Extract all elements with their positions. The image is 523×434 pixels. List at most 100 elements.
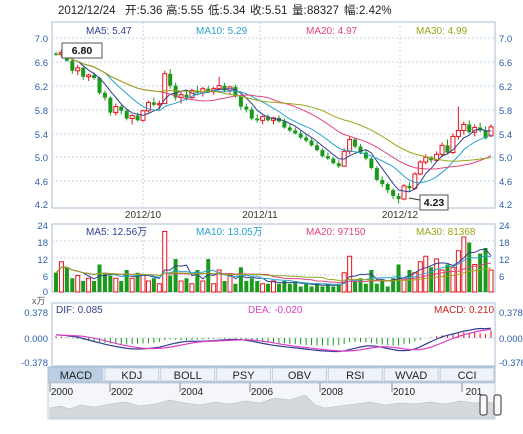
timeline-handle-left[interactable] (479, 394, 488, 416)
timeline-year-label: 2006 (251, 387, 274, 398)
macd-y-tick-right: 0.000 (499, 334, 523, 345)
candle-body (287, 127, 292, 131)
volume-bar (374, 283, 379, 292)
candle-body (244, 106, 249, 110)
volume-legend: MA5: 12.56万 MA10: 13.05万 MA20: 97150 MA3… (86, 227, 476, 238)
candle-body (119, 106, 124, 111)
candle-body (266, 116, 271, 121)
candle-body (282, 121, 287, 128)
tab-macd[interactable]: MACD (48, 367, 104, 382)
volume-y-tick-left: 6 (43, 272, 48, 283)
max-marker-value: 6.80 (72, 45, 93, 57)
volume-bar (162, 231, 168, 293)
tab-label: OBV (288, 370, 312, 382)
candle-body (450, 135, 456, 154)
volume-bar (271, 280, 276, 293)
candle-body (54, 53, 58, 55)
candle-body (331, 158, 336, 164)
volume-bar (244, 281, 249, 292)
volume-bar (151, 278, 156, 292)
volume-bar (336, 283, 341, 292)
macd-panel-frame (51, 302, 496, 367)
volume-bar (429, 267, 434, 292)
header-close: 5.51 (265, 5, 287, 17)
volume-bar (227, 275, 233, 293)
header-high: 5.55 (181, 5, 203, 17)
candle-body (135, 115, 140, 121)
candle-body (347, 138, 353, 152)
price-y-tick-right: 4.6 (499, 177, 512, 188)
candle-body (396, 196, 401, 200)
candle-body (467, 124, 472, 133)
macd-legend: DIF: 0.085 DEA: -0.020 MACD: 0.210 (56, 305, 494, 316)
tab-psy[interactable]: PSY (216, 367, 271, 382)
header-low-label: 低: (208, 4, 223, 17)
candle-body (423, 156, 429, 163)
candle-body (184, 94, 189, 98)
price-y-tick-left: 6.2 (35, 82, 48, 93)
candle-body (325, 156, 330, 159)
volume-y-tick-right: 18 (499, 238, 510, 249)
volume-bar (304, 283, 309, 292)
volume-y-tick-right: 6 (499, 272, 504, 283)
candle-body (298, 133, 303, 138)
candle-body (483, 130, 488, 139)
candle-body (124, 110, 129, 119)
tab-background (160, 367, 216, 382)
tab-label: RSI (346, 370, 364, 382)
tab-label: WVAD (395, 370, 427, 382)
candle-body (358, 146, 363, 153)
volume-ma30-line (55, 266, 492, 282)
tab-kdj[interactable]: KDJ (104, 367, 160, 382)
candle-body (255, 118, 260, 121)
timeline-navigator[interactable]: 2000 2002 2004 2006 2008 2010 201 (47, 382, 502, 420)
tab-background (104, 367, 160, 382)
volume-bar (450, 266, 456, 293)
tab-obv[interactable]: OBV (272, 367, 327, 382)
tab-wvad[interactable]: WVAD (383, 367, 439, 382)
candle-body (233, 86, 238, 97)
volume-bar (287, 283, 292, 292)
volume-bar (472, 264, 478, 293)
volume-legend-ma10: MA10: 13.05万 (196, 227, 263, 238)
volume-ma10-line (55, 255, 492, 286)
volume-bar (81, 281, 86, 292)
macd-legend-macd: MACD: 0.210 (434, 305, 494, 316)
candle-body (168, 73, 173, 86)
volume-y-tick-left: 18 (37, 238, 48, 249)
price-panel-frame (51, 21, 496, 209)
price-y-tick-left: 5.0 (35, 153, 48, 164)
x-tick-label: 2012/11 (242, 210, 278, 221)
candle-body (320, 150, 325, 157)
candle-body (97, 77, 102, 93)
header-change-label: 幅: (344, 4, 359, 17)
volume-bar (249, 278, 254, 292)
volume-bar (86, 277, 92, 293)
volume-bar (478, 253, 483, 292)
volume-bar (195, 270, 200, 292)
volume-bar (108, 275, 113, 292)
candle-body (380, 179, 385, 185)
volume-bar (92, 281, 97, 292)
volume-y-tick-right: 12 (499, 255, 510, 266)
tab-label: BOLL (174, 370, 202, 382)
volume-bar (58, 261, 64, 293)
tab-cci[interactable]: CCI (439, 367, 495, 382)
header-low: 5.34 (223, 5, 246, 17)
volume-y-tick-right: 24 (499, 221, 510, 232)
candle-body (75, 67, 81, 72)
tab-label: KDJ (121, 370, 142, 382)
tab-rsi[interactable]: RSI (327, 367, 383, 382)
price-x-axis: 2012/10 2012/11 2012/12 (125, 210, 419, 221)
header-open-label: 开: (125, 5, 140, 17)
tab-boll[interactable]: BOLL (160, 367, 216, 382)
macd-y-tick-left: -0.378 (21, 358, 48, 369)
volume-bar (260, 283, 266, 293)
volume-legend-ma20: MA20: 97150 (306, 227, 366, 238)
timeline-handle-right[interactable] (493, 394, 502, 416)
volume-legend-ma5: MA5: 12.56万 (86, 227, 147, 238)
min-marker-pointer (408, 197, 421, 201)
price-y-tick-right: 5.0 (499, 153, 512, 164)
price-legend-ma5: MA5: 5.47 (86, 26, 132, 37)
